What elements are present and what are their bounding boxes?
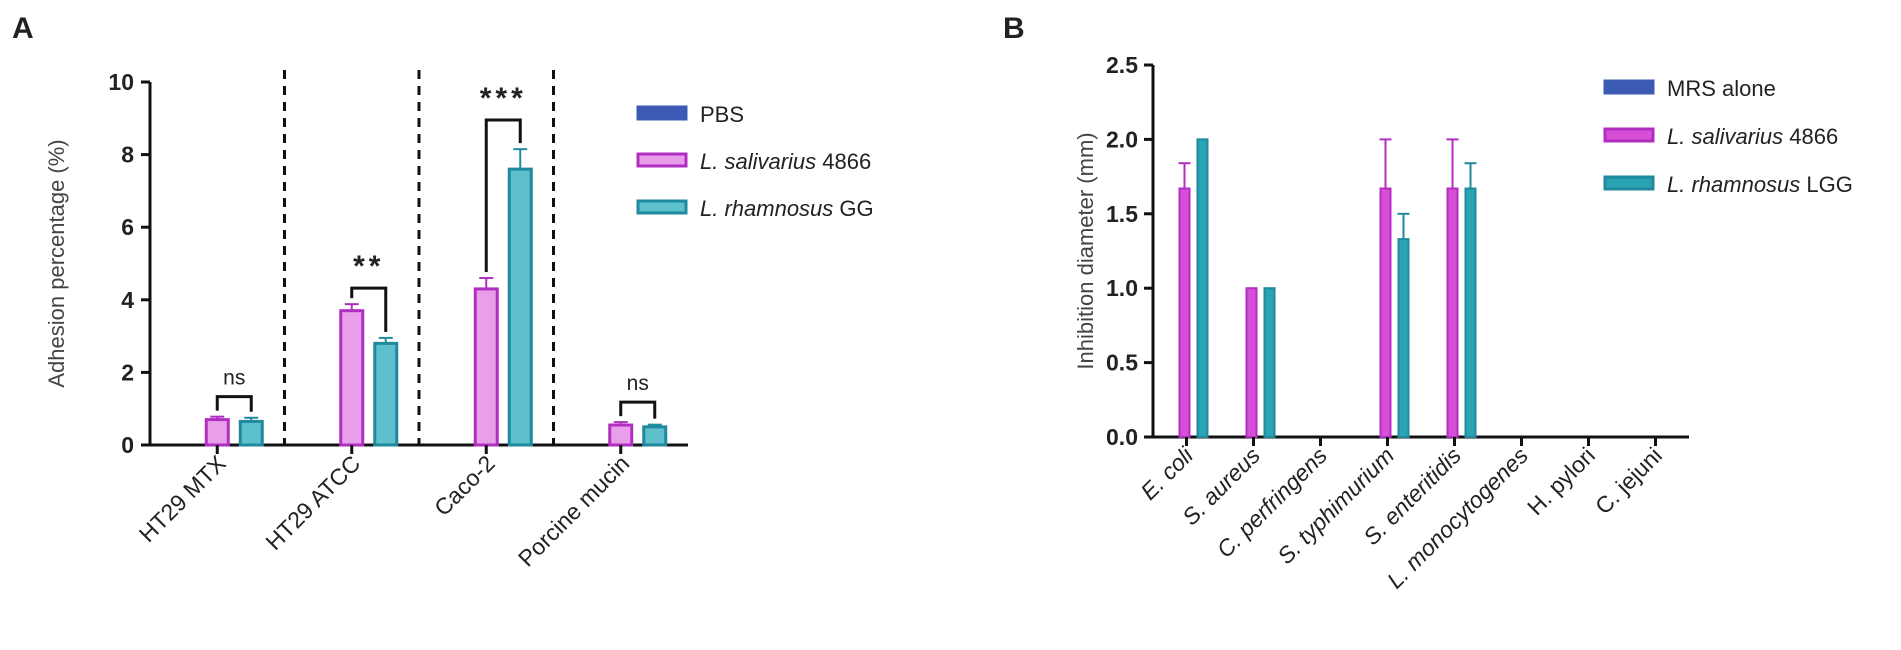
legend-swatch — [636, 199, 688, 215]
legend-label: PBS — [700, 102, 744, 127]
significance-label: ** — [353, 250, 384, 283]
bar — [373, 341, 399, 447]
legend-label: MRS alone — [1667, 76, 1776, 101]
significance-bracket — [215, 395, 253, 412]
legend-swatch — [636, 152, 688, 168]
x-tick-label: HT29 ATCC — [260, 450, 365, 555]
bar — [339, 309, 365, 447]
panel-letter-a: A — [12, 12, 34, 45]
y-axis-label: Adhesion percentage (%) — [44, 139, 69, 387]
y-tick-label: 1.5 — [1106, 201, 1138, 227]
x-tick-label: Porcine mucin — [513, 450, 634, 571]
bar — [204, 418, 230, 447]
bar — [1379, 187, 1392, 438]
y-tick-label: 2.5 — [1106, 52, 1138, 78]
legend-swatch — [636, 105, 688, 121]
y-tick-label: 0.0 — [1106, 424, 1138, 450]
x-tick-label: Caco-2 — [429, 450, 500, 521]
y-tick-label: 10 — [108, 69, 134, 95]
panel-letter-b: B — [1003, 12, 1025, 45]
y-axis-label: Inhibition diameter (mm) — [1073, 132, 1098, 369]
bar — [1446, 187, 1459, 438]
y-tick-label: 0 — [121, 432, 134, 458]
panel-b: B Inhibition diameter (mm) 0.0 0.5 1.0 1.5 2.0… — [1003, 12, 1853, 593]
bar — [238, 419, 264, 447]
x-tick-label: E. coli — [1135, 442, 1198, 505]
bar — [1196, 138, 1209, 438]
y-tick-label: 4 — [121, 287, 134, 313]
significance-bracket — [350, 286, 388, 332]
bar — [507, 167, 533, 447]
significance-bracket — [484, 118, 522, 273]
y-tick-label: 1.0 — [1106, 275, 1138, 301]
y-tick-label: 0.5 — [1106, 350, 1138, 376]
legend-swatch — [1603, 127, 1655, 143]
bar — [608, 423, 634, 447]
x-tick-label: C. jejuni — [1590, 442, 1667, 519]
legend-label: L. rhamnosus GG — [700, 196, 874, 221]
significance-bracket — [619, 400, 657, 419]
y-tick-label: 2 — [121, 359, 134, 385]
bar — [1245, 287, 1258, 439]
legend-label: L. salivarius 4866 — [1667, 124, 1838, 149]
panel-a: A Adhesion percentage (%) 0 2 4 6 8 10 HT29 MTX n… — [12, 12, 874, 572]
legend-swatch — [1603, 79, 1655, 95]
bar — [1263, 287, 1276, 439]
x-tick-label: H. pylori — [1522, 442, 1600, 520]
x-tick-label: S. typhimurium — [1272, 442, 1399, 569]
bar — [642, 425, 668, 447]
y-tick-label: 6 — [121, 214, 134, 240]
y-tick-label: 8 — [121, 142, 134, 168]
x-tick-label: HT29 MTX — [134, 450, 231, 547]
bar — [1464, 187, 1477, 438]
bar — [473, 287, 499, 447]
legend-swatch — [1603, 175, 1655, 191]
bar — [1397, 238, 1410, 438]
y-tick-label: 2.0 — [1106, 126, 1138, 152]
bar — [1178, 187, 1191, 438]
significance-label: *** — [480, 82, 527, 115]
significance-label: ns — [627, 372, 649, 395]
legend-label: L. rhamnosus LGG — [1667, 172, 1853, 197]
significance-label: ns — [223, 367, 245, 390]
legend-label: L. salivarius 4866 — [700, 149, 871, 174]
